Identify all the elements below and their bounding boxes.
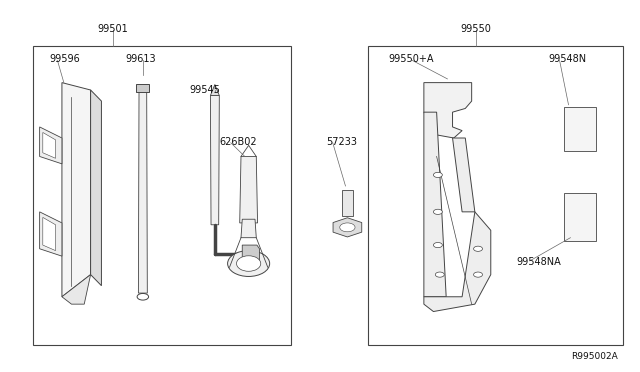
Text: 99613: 99613 (125, 54, 156, 64)
Polygon shape (243, 245, 259, 267)
Text: 57233: 57233 (326, 137, 357, 147)
Polygon shape (424, 83, 472, 138)
Ellipse shape (433, 209, 442, 214)
Polygon shape (240, 157, 257, 223)
Polygon shape (91, 90, 101, 286)
Polygon shape (138, 86, 147, 293)
Text: 99548N: 99548N (548, 54, 586, 64)
Text: 626B02: 626B02 (220, 137, 257, 147)
Text: 99596: 99596 (49, 54, 80, 64)
Ellipse shape (237, 256, 260, 271)
Polygon shape (452, 138, 475, 212)
Polygon shape (62, 83, 91, 297)
Bar (136, 84, 149, 92)
Ellipse shape (474, 246, 483, 251)
Ellipse shape (474, 272, 483, 277)
Polygon shape (40, 127, 62, 164)
Bar (564, 193, 596, 241)
Polygon shape (342, 190, 353, 216)
Text: R995002A: R995002A (572, 352, 618, 361)
Text: 99545: 99545 (189, 85, 220, 95)
Polygon shape (211, 96, 220, 225)
Ellipse shape (435, 272, 444, 277)
Polygon shape (241, 219, 256, 238)
Text: 99548NA: 99548NA (516, 257, 561, 267)
Polygon shape (424, 112, 446, 297)
Ellipse shape (228, 251, 269, 276)
Ellipse shape (433, 243, 442, 248)
Polygon shape (211, 84, 220, 96)
Text: 99550: 99550 (461, 24, 492, 34)
Bar (564, 107, 596, 151)
Text: 99501: 99501 (97, 24, 128, 34)
Bar (33, 46, 291, 345)
Bar (368, 46, 623, 345)
Polygon shape (424, 212, 491, 311)
Polygon shape (333, 218, 362, 237)
Polygon shape (43, 132, 56, 158)
Polygon shape (62, 275, 91, 304)
Ellipse shape (433, 172, 442, 177)
Ellipse shape (340, 223, 355, 232)
Polygon shape (43, 217, 56, 251)
Text: 99550+A: 99550+A (389, 54, 435, 64)
Polygon shape (40, 212, 62, 256)
